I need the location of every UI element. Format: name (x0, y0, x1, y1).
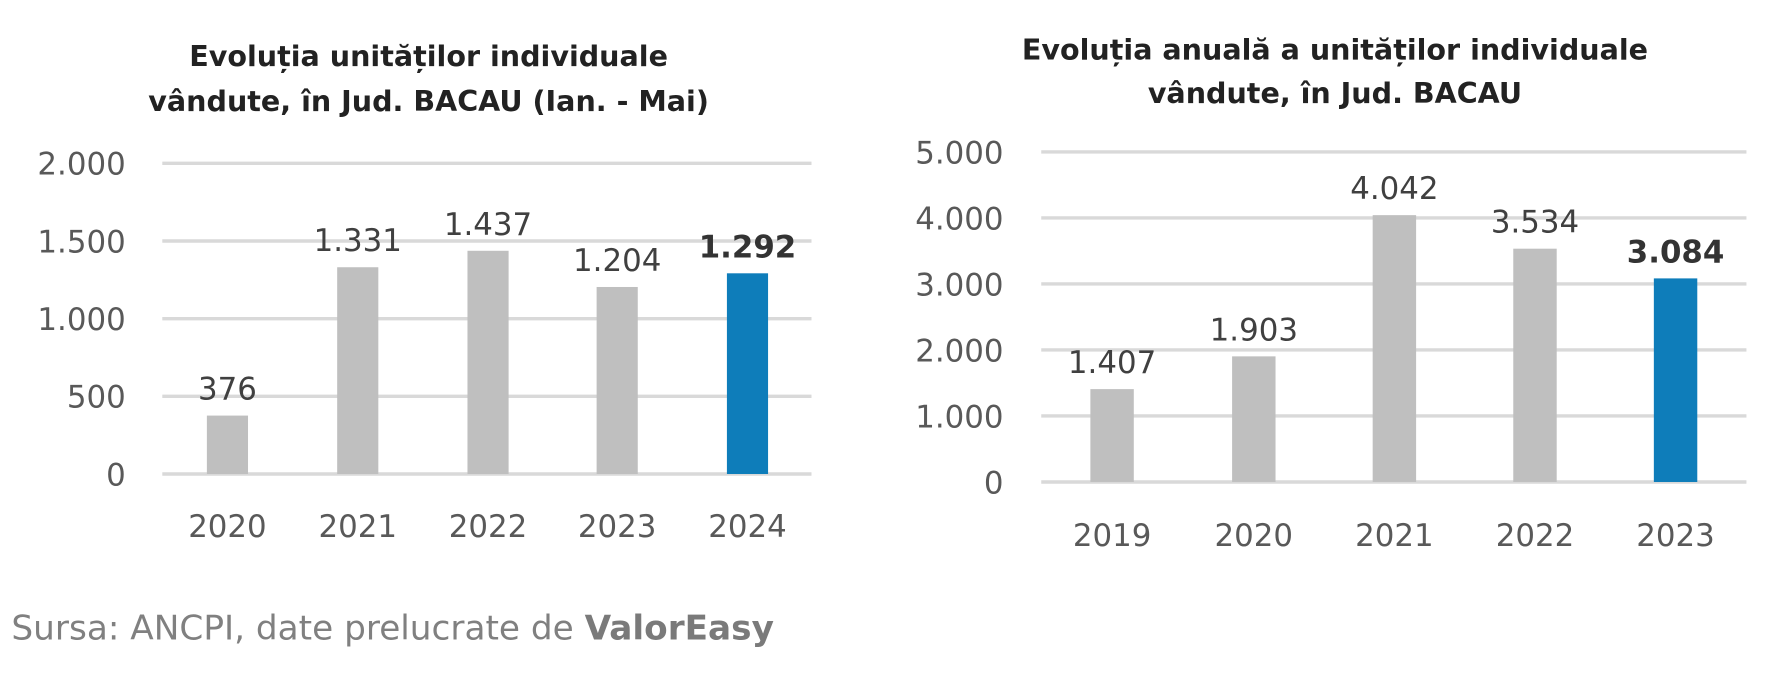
chart-title-line-2: vândute, în Jud. BACAU (Ian. - Mai) (148, 84, 709, 118)
y-tick-label: 500 (67, 380, 126, 416)
x-tick-label: 2022 (449, 509, 527, 545)
y-tick-label: 2.000 (37, 147, 125, 183)
data-label: 1.903 (1210, 312, 1298, 348)
bar-2023 (596, 286, 638, 474)
data-label: 1.204 (573, 243, 661, 279)
data-label: 3.084 (1627, 234, 1725, 270)
chart-ian-mai: Evoluția unităților individuale vândute,… (37, 39, 812, 545)
y-tick-label: 1.000 (37, 302, 125, 338)
chart-title-line-1: Evoluția unităților individuale (189, 39, 668, 73)
bar-2019 (1090, 389, 1134, 482)
chart-title-line-2: vândute, în Jud. BACAU (1148, 76, 1522, 110)
y-tick-label: 5.000 (915, 135, 1003, 171)
bar-2024 (726, 273, 769, 474)
y-tick-label: 0 (984, 465, 1004, 501)
source-prefix: Sursa: ANCPI, date prelucrate de (11, 609, 584, 649)
bar-2023 (1653, 278, 1698, 482)
source-brand: ValorEasy (585, 609, 774, 649)
data-label: 4.042 (1350, 171, 1438, 207)
data-label: 1.407 (1068, 345, 1156, 381)
y-tick-label: 1.500 (37, 224, 125, 260)
y-tick-label: 0 (106, 457, 126, 493)
x-tick-label: 2019 (1073, 518, 1151, 554)
x-tick-label: 2023 (578, 509, 656, 545)
data-label: 1.292 (699, 229, 797, 265)
x-tick-label: 2021 (1355, 518, 1433, 554)
source-note: Sursa: ANCPI, date prelucrate de ValorEa… (11, 609, 773, 649)
bar-2022 (1513, 248, 1557, 482)
bar-2021 (1372, 215, 1417, 482)
data-label: 1.437 (444, 207, 532, 243)
x-tick-label: 2020 (1215, 518, 1293, 554)
data-label: 376 (198, 372, 257, 408)
bar-2020 (206, 415, 249, 474)
bar-2020 (1232, 356, 1276, 482)
y-tick-label: 2.000 (915, 333, 1003, 369)
y-tick-label: 3.000 (915, 267, 1003, 303)
chart-annual: Evoluția anuală a unităților individuale… (915, 32, 1747, 554)
x-tick-label: 2020 (188, 509, 266, 545)
data-label: 3.534 (1491, 205, 1579, 241)
x-tick-label: 2023 (1636, 518, 1714, 554)
y-tick-label: 4.000 (915, 201, 1003, 237)
x-tick-label: 2021 (318, 509, 396, 545)
x-tick-label: 2024 (708, 509, 786, 545)
data-label: 1.331 (314, 223, 402, 259)
x-tick-label: 2022 (1496, 518, 1574, 554)
chart-title-line-1: Evoluția anuală a unităților individuale (1022, 32, 1648, 66)
y-tick-label: 1.000 (915, 399, 1003, 435)
bar-2022 (467, 250, 509, 474)
bar-2021 (337, 267, 379, 474)
